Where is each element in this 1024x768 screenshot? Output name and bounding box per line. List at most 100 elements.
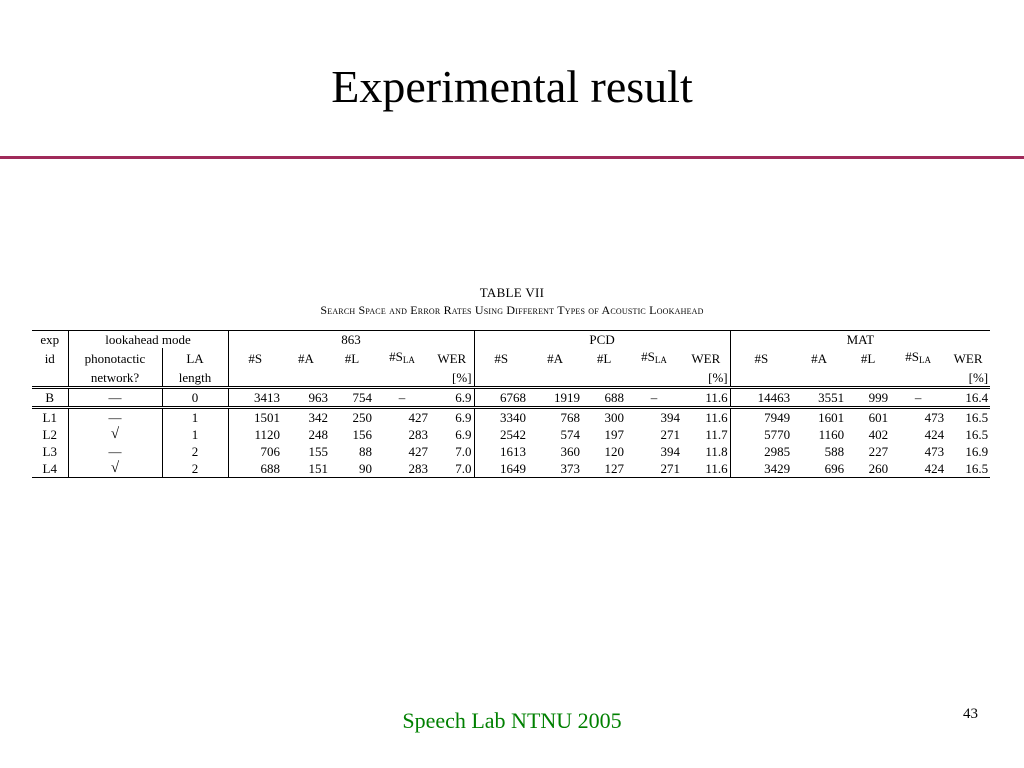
header-length: length bbox=[161, 369, 228, 388]
cell: 588 bbox=[824, 444, 845, 459]
cell: 88 bbox=[359, 444, 372, 459]
row-id: L4 bbox=[32, 460, 68, 478]
cell: 127 bbox=[582, 460, 627, 478]
row-length: 2 bbox=[161, 460, 228, 478]
cell: 6.9 bbox=[430, 406, 475, 426]
table-caption: Search Space and Error Rates Using Diffe… bbox=[320, 303, 704, 317]
cell: – bbox=[374, 386, 430, 408]
cell: 7.0 bbox=[455, 444, 472, 459]
header-phonotactic: phonotactic bbox=[67, 348, 162, 369]
page-number: 43 bbox=[963, 706, 978, 722]
row-length: 1 bbox=[161, 426, 228, 443]
cell: 427 bbox=[374, 406, 430, 426]
cell: 999 bbox=[846, 386, 891, 408]
cell: 6.9 bbox=[455, 427, 472, 442]
cell: – bbox=[626, 386, 683, 408]
cell: 155 bbox=[308, 444, 329, 459]
table-row: L1 — 1 1501 342 250 427 6.9 3340 768 300… bbox=[32, 406, 991, 426]
cell: 473 bbox=[890, 406, 947, 426]
row-id: L3 bbox=[42, 444, 57, 459]
header-sla-main: #S bbox=[389, 349, 403, 364]
cell: 2985 bbox=[729, 443, 793, 460]
cell: 11.8 bbox=[705, 444, 728, 459]
header-sla-sub: LA bbox=[918, 355, 931, 365]
cell: 1649 bbox=[473, 460, 529, 478]
header-a: #A bbox=[547, 351, 563, 366]
cell: 7949 bbox=[729, 406, 793, 426]
header-exp: exp bbox=[32, 330, 68, 348]
cell: 963 bbox=[282, 386, 330, 408]
cell: 90 bbox=[330, 460, 374, 478]
header-wer-unit: [%] bbox=[708, 370, 728, 385]
table-row: L4 √ 2 688 151 90 283 7.0 1649 373 127 2… bbox=[32, 460, 991, 478]
cell: 402 bbox=[868, 427, 889, 442]
header-row-2: id phonotactic LA #S #A #L #SLA WER #S #… bbox=[32, 348, 990, 369]
cell: 574 bbox=[560, 427, 581, 442]
header-wer-unit: [%] bbox=[452, 370, 472, 385]
header-wer-unit: [%] bbox=[968, 370, 989, 385]
cell: 16.5 bbox=[946, 460, 991, 478]
header-id: id bbox=[44, 351, 55, 366]
cell: 342 bbox=[282, 406, 330, 426]
row-network: — bbox=[67, 406, 162, 426]
header-lookahead-mode: lookahead mode bbox=[67, 330, 228, 348]
cell: 394 bbox=[626, 406, 683, 426]
header-sla: #SLA bbox=[374, 348, 430, 369]
cell: 2542 bbox=[473, 426, 529, 443]
cell: 6.9 bbox=[430, 386, 475, 408]
slide-title: Experimental result bbox=[331, 61, 693, 112]
header-a: #A bbox=[811, 351, 828, 366]
row-network: — bbox=[67, 386, 162, 408]
row-id: L2 bbox=[42, 427, 57, 442]
header-sla-main: #S bbox=[641, 349, 655, 364]
header-s: #S bbox=[227, 348, 282, 369]
cell: 1601 bbox=[792, 406, 847, 426]
cell: 424 bbox=[924, 427, 945, 442]
cell: 11.6 bbox=[682, 460, 731, 478]
cell: 768 bbox=[528, 406, 583, 426]
header-l: #L bbox=[860, 351, 876, 366]
cell: 7.0 bbox=[430, 460, 475, 478]
header-sla-sub: LA bbox=[654, 355, 667, 365]
row-id: B bbox=[32, 386, 68, 408]
header-s: #S bbox=[729, 348, 793, 369]
cell: 706 bbox=[227, 443, 282, 460]
cell: 16.5 bbox=[946, 406, 991, 426]
cell: 248 bbox=[308, 427, 329, 442]
cell: 360 bbox=[560, 444, 581, 459]
cell: 16.5 bbox=[965, 427, 989, 442]
header-group-pcd: PCD bbox=[473, 330, 731, 348]
cell: 260 bbox=[846, 460, 891, 478]
cell: 197 bbox=[604, 427, 625, 442]
cell: 227 bbox=[868, 444, 889, 459]
cell: 688 bbox=[582, 386, 627, 408]
cell: 424 bbox=[890, 460, 947, 478]
header-wer: WER bbox=[953, 351, 983, 366]
cell: – bbox=[890, 386, 947, 408]
cell: 3551 bbox=[792, 386, 847, 408]
cell: 11.7 bbox=[705, 427, 728, 442]
cell: 1160 bbox=[818, 427, 845, 442]
cell: 394 bbox=[660, 444, 681, 459]
cell: 1120 bbox=[227, 426, 282, 443]
header-wer: WER bbox=[437, 351, 467, 366]
cell: 754 bbox=[330, 386, 374, 408]
cell: 696 bbox=[792, 460, 847, 478]
header-network: network? bbox=[67, 369, 162, 388]
row-network: — bbox=[67, 443, 162, 460]
cell: 373 bbox=[528, 460, 583, 478]
cell: 300 bbox=[582, 406, 627, 426]
cell: 250 bbox=[330, 406, 374, 426]
header-row-3: network? length [%] [%] [%] bbox=[32, 369, 990, 388]
table-row: L2 √ 1 1120 248 156 283 6.9 2542 574 197… bbox=[32, 426, 990, 443]
header-sla-sub: LA bbox=[402, 355, 415, 365]
cell: 16.4 bbox=[946, 386, 991, 408]
cell: 1501 bbox=[227, 406, 282, 426]
checkmark-icon: √ bbox=[67, 460, 162, 478]
cell: 16.9 bbox=[965, 444, 989, 459]
header-a: #A bbox=[298, 351, 314, 366]
cell: 3413 bbox=[227, 386, 282, 408]
header-sla: #SLA bbox=[890, 348, 946, 369]
cell: 283 bbox=[408, 427, 429, 442]
